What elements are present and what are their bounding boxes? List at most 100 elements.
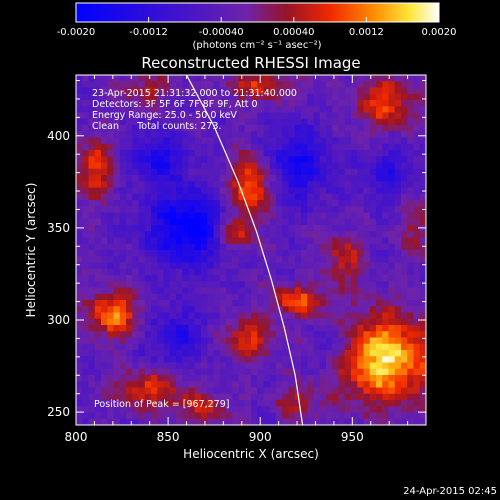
heatmap-cell <box>301 412 308 420</box>
footer-timestamp: 24-Apr-2015 02:45 <box>403 486 497 497</box>
heatmap-cell <box>376 175 383 182</box>
heatmap-cell <box>369 400 377 407</box>
heatmap-cell <box>194 268 202 276</box>
heatmap-cell <box>401 125 408 132</box>
heatmap-cell <box>363 175 371 182</box>
heatmap-cell <box>319 75 327 82</box>
heatmap-cell <box>101 281 108 288</box>
heatmap-cell <box>376 318 383 326</box>
heatmap-cell <box>313 100 321 107</box>
heatmap-cell <box>301 118 308 126</box>
heatmap-cell <box>319 262 327 270</box>
heatmap-cell <box>126 262 133 270</box>
heatmap-cell <box>326 331 333 338</box>
heatmap-cell <box>313 306 321 313</box>
heatmap-cell <box>226 187 233 195</box>
heatmap-cell <box>288 337 296 345</box>
heatmap-cell <box>338 175 346 182</box>
heatmap-cell <box>419 250 426 257</box>
heatmap-cell <box>294 181 302 188</box>
heatmap-cell <box>176 400 183 407</box>
heatmap-cell <box>244 231 252 238</box>
heatmap-cell <box>344 93 352 101</box>
heatmap-cell <box>151 193 158 201</box>
colorbar-tick-label: -0.00040 <box>199 27 244 38</box>
heatmap-cell <box>126 350 133 357</box>
heatmap-cell <box>176 131 183 138</box>
heatmap-cell <box>307 162 314 170</box>
heatmap-cell <box>394 150 402 157</box>
heatmap-cell <box>157 93 164 101</box>
heatmap-cell <box>244 387 252 395</box>
heatmap-cell <box>163 337 171 345</box>
heatmap-cell <box>363 106 371 113</box>
heatmap-cell <box>401 381 408 388</box>
heatmap-cell <box>363 356 371 363</box>
heatmap-cell <box>113 143 121 151</box>
heatmap-cell <box>213 406 221 413</box>
heatmap-cell <box>288 87 296 95</box>
heatmap-cell <box>113 268 121 276</box>
heatmap-cell <box>344 337 352 345</box>
heatmap-cell <box>132 331 139 338</box>
heatmap-cell <box>119 156 127 163</box>
heatmap-cell <box>288 75 296 82</box>
heatmap-cell <box>276 275 283 282</box>
heatmap-cell <box>369 406 377 413</box>
heatmap-cell <box>163 93 171 101</box>
heatmap-cell <box>326 181 333 188</box>
heatmap-cell <box>326 106 333 113</box>
heatmap-cell <box>276 187 283 195</box>
heatmap-cell <box>382 387 389 395</box>
heatmap-cell <box>263 312 271 320</box>
heatmap-cell <box>163 181 171 188</box>
heatmap-cell <box>138 212 146 220</box>
heatmap-cell <box>94 231 102 238</box>
heatmap-cell <box>326 118 333 126</box>
x-tick-label: 800 <box>65 430 88 444</box>
heatmap-cell <box>188 212 196 220</box>
heatmap-cell <box>132 325 139 332</box>
heatmap-cell <box>282 118 289 126</box>
heatmap-cell <box>188 218 196 226</box>
heatmap-cell <box>226 287 233 295</box>
heatmap-cell <box>382 368 389 376</box>
heatmap-cell <box>394 406 402 413</box>
heatmap-cell <box>219 218 227 226</box>
heatmap-cell <box>338 168 346 176</box>
heatmap-cell <box>226 206 233 213</box>
heatmap-cell <box>301 243 308 251</box>
heatmap-cell <box>276 93 283 101</box>
heatmap-cell <box>301 156 308 163</box>
heatmap-cell <box>301 181 308 188</box>
heatmap-cell <box>138 131 146 138</box>
heatmap-cell <box>94 87 102 95</box>
heatmap-cell <box>332 218 339 226</box>
heatmap-cell <box>407 256 414 263</box>
heatmap-cell <box>407 293 414 301</box>
heatmap-cell <box>282 368 289 376</box>
heatmap-cell <box>313 400 321 407</box>
heatmap-cell <box>369 375 377 382</box>
heatmap-cell <box>144 100 152 107</box>
heatmap-cell <box>82 131 89 138</box>
heatmap-cell <box>144 262 152 270</box>
heatmap-cell <box>138 218 146 226</box>
heatmap-cell <box>307 362 314 370</box>
heatmap-cell <box>132 243 139 251</box>
heatmap-cell <box>332 275 339 282</box>
heatmap-cell <box>101 106 108 113</box>
heatmap-cell <box>232 343 239 351</box>
y-tick-label: 350 <box>47 221 70 235</box>
heatmap-cell <box>176 243 183 251</box>
heatmap-cell <box>319 81 327 88</box>
heatmap-cell <box>376 306 383 313</box>
heatmap-cell <box>194 181 202 188</box>
heatmap-cell <box>151 243 158 251</box>
heatmap-cell <box>344 393 352 401</box>
heatmap-cell <box>82 231 89 238</box>
heatmap-cell <box>219 250 227 257</box>
heatmap-cell <box>313 381 321 388</box>
heatmap-cell <box>188 187 196 195</box>
heatmap-cell <box>301 331 308 338</box>
